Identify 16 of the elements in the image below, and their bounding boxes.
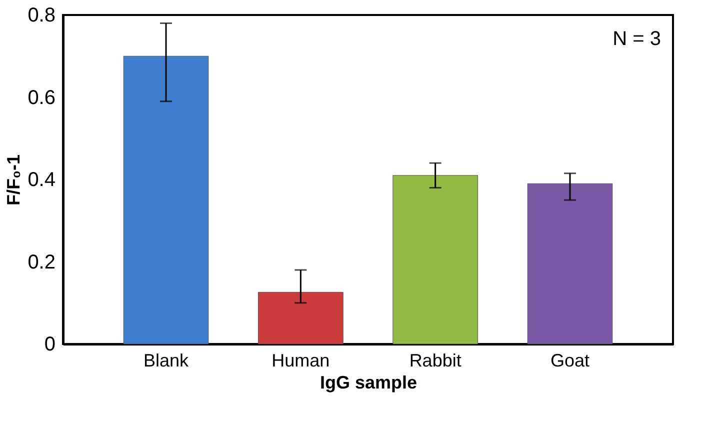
y-tick-label: 0.2: [28, 251, 56, 274]
x-axis-title: IgG sample: [320, 372, 418, 392]
x-tick-label: Rabbit: [409, 350, 462, 370]
bar: [392, 175, 478, 344]
bar: [258, 292, 344, 344]
y-tick-label: 0.8: [28, 4, 56, 26]
x-tick-label: Human: [272, 350, 330, 370]
bar: [123, 56, 209, 344]
y-tick-label: 0.6: [28, 86, 56, 109]
y-tick-label: 0: [44, 334, 56, 356]
bar: [527, 183, 613, 344]
y-tick-label: 0.4: [28, 169, 56, 191]
y-axis-title: F/F₀-1: [4, 154, 24, 206]
x-tick-label: Goat: [550, 350, 590, 370]
annotation: N = 3: [612, 28, 661, 50]
x-tick-label: Blank: [144, 350, 190, 370]
